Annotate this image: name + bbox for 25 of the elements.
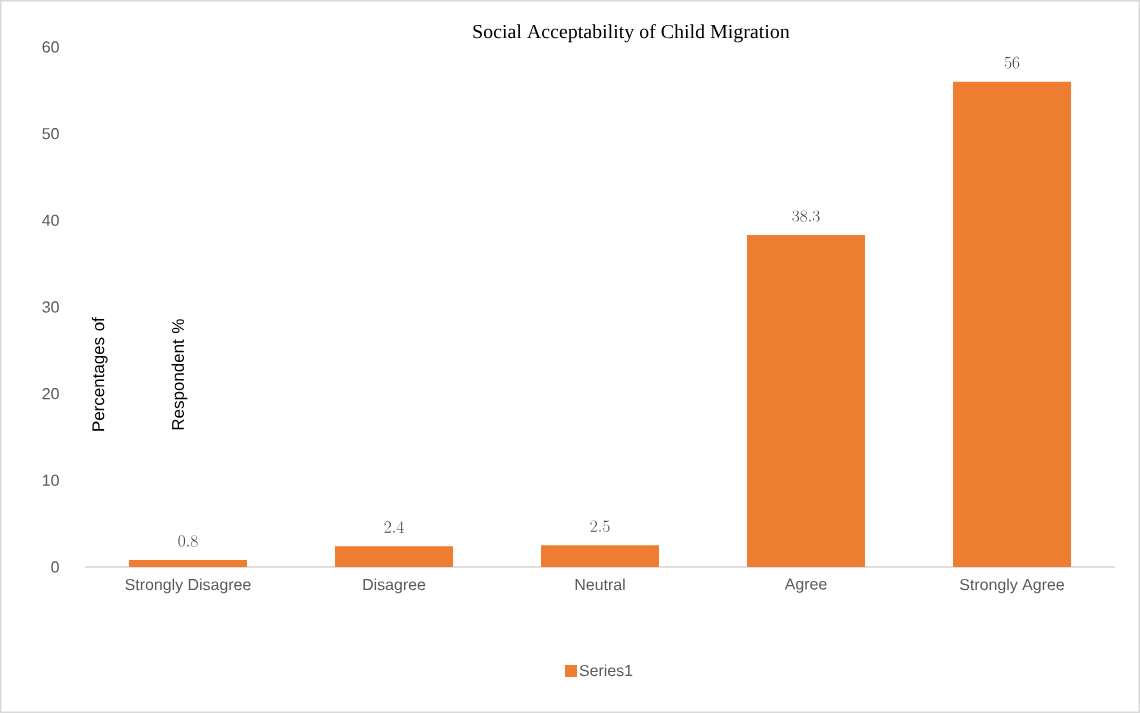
data-label: 0.8 bbox=[178, 535, 198, 547]
data-label: 38.3 bbox=[792, 210, 820, 222]
y-tick-label: 10 bbox=[42, 474, 59, 486]
data-label: 56 bbox=[1004, 56, 1020, 69]
bar bbox=[953, 81, 1072, 567]
x-tick-label: Neutral bbox=[575, 578, 625, 591]
legend-label: Series1 bbox=[579, 664, 633, 677]
data-label: 2.4 bbox=[384, 521, 404, 533]
bar bbox=[747, 235, 866, 567]
x-tick-label: Agree bbox=[784, 578, 827, 593]
y-tick-label: 40 bbox=[42, 214, 59, 226]
bar bbox=[129, 560, 248, 567]
text: Percentages of Respondent % bbox=[91, 317, 188, 431]
x-tick-label: Strongly Agree bbox=[960, 578, 1064, 594]
x-tick-label: Strongly Disagree bbox=[125, 578, 251, 594]
bar bbox=[541, 545, 660, 567]
chart-title: Social Acceptability of Child Migration bbox=[473, 24, 790, 43]
y-tick-label: 20 bbox=[42, 388, 59, 400]
x-tick-label: Disagree bbox=[363, 578, 426, 594]
data-label: 2.5 bbox=[590, 520, 610, 533]
y-tick-label: 50 bbox=[42, 128, 59, 140]
y-tick-label: 30 bbox=[42, 301, 59, 313]
y-tick-label: 0 bbox=[51, 561, 59, 573]
bar bbox=[335, 546, 454, 567]
y-tick-label: 60 bbox=[42, 41, 59, 53]
